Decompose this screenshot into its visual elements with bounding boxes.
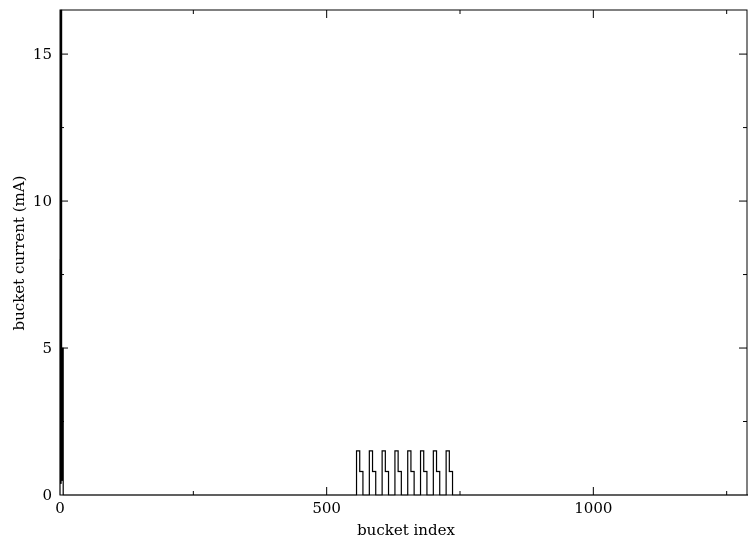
y-tick-label: 0 bbox=[42, 486, 52, 504]
y-tick-label: 5 bbox=[42, 339, 52, 357]
x-tick-label: 0 bbox=[55, 499, 65, 517]
x-tick-label: 500 bbox=[312, 499, 341, 517]
series-layer bbox=[59, 9, 748, 496]
y-tick-label: 15 bbox=[33, 45, 52, 63]
bucket-current-series bbox=[59, 9, 748, 496]
y-axis-title: bucket current (mA) bbox=[10, 176, 28, 331]
y-tick-label: 10 bbox=[33, 192, 52, 210]
x-tick-label: 1000 bbox=[574, 499, 612, 517]
axis-layer: 0 500 1000 0 5 10 15 bbox=[33, 9, 748, 517]
x-axis-title: bucket index bbox=[357, 521, 455, 539]
plot-frame bbox=[59, 9, 748, 496]
